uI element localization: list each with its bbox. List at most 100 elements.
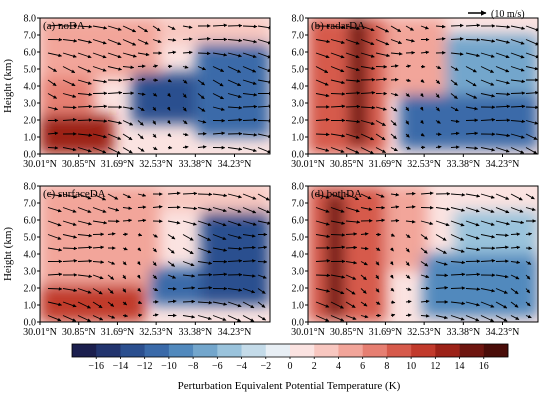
- wind-arrow: [510, 133, 525, 139]
- wind-arrow: [257, 52, 270, 59]
- y-tick-label: 3.0: [292, 99, 305, 110]
- wind-arrow: [525, 207, 536, 212]
- wind-arrow: [390, 52, 403, 56]
- wind-arrow: [152, 120, 157, 125]
- wind-arrow: [92, 147, 107, 154]
- wind-arrow: [345, 288, 356, 295]
- wind-arrow: [360, 66, 376, 71]
- wind-arrow: [315, 288, 331, 293]
- wind-arrow: [107, 90, 123, 95]
- wind-arrow: [525, 261, 532, 265]
- wind-arrow: [450, 119, 460, 124]
- wind-arrow: [167, 25, 176, 30]
- colorbar-tick-label: −6: [212, 361, 223, 372]
- y-tick-label: 1.0: [24, 301, 37, 312]
- wind-arrow: [197, 286, 213, 290]
- wind-arrow: [136, 274, 141, 279]
- wind-arrow: [227, 193, 242, 199]
- wind-arrow: [212, 66, 225, 72]
- wind-arrow: [182, 206, 198, 211]
- wind-arrow: [107, 120, 123, 125]
- wind-arrow: [212, 220, 227, 227]
- wind-arrow: [257, 39, 270, 45]
- wind-arrow: [465, 234, 480, 240]
- wind-arrow: [315, 66, 329, 74]
- wind-arrow: [525, 39, 538, 46]
- wind-arrow: [525, 133, 538, 140]
- y-tick-label: 8.0: [24, 182, 37, 193]
- wind-arrow: [152, 64, 159, 68]
- wind-arrow: [77, 233, 93, 238]
- wind-arrow: [62, 315, 77, 322]
- wind-arrow: [435, 24, 446, 29]
- y-axis-label-bottom: Height (km): [2, 227, 14, 281]
- wind-arrow: [77, 24, 93, 29]
- wind-arrow: [242, 52, 257, 59]
- wind-arrow: [360, 105, 376, 110]
- colorbar-swatch: [435, 344, 460, 357]
- wind-arrow: [435, 120, 441, 124]
- colorbar-swatch: [338, 344, 363, 357]
- wind-arrow: [525, 25, 538, 32]
- wind-arrow: [62, 220, 77, 226]
- wind-arrow: [495, 104, 511, 109]
- wind-arrow: [182, 286, 196, 290]
- wind-arrow: [92, 301, 103, 309]
- wind-arrow: [345, 147, 360, 154]
- wind-arrow: [167, 220, 181, 225]
- wind-arrow: [375, 288, 380, 293]
- wind-arrow: [420, 132, 425, 137]
- wind-arrow: [227, 38, 243, 43]
- wind-arrow: [242, 118, 258, 122]
- wind-arrow: [107, 133, 122, 140]
- wind-arrow: [62, 234, 78, 239]
- wind-arrow: [345, 274, 357, 280]
- wind-arrow: [450, 272, 466, 277]
- wind-arrow: [197, 36, 211, 41]
- x-tick-label: 30.01°N: [291, 327, 325, 338]
- wind-arrow: [212, 234, 227, 240]
- wind-arrow: [480, 117, 496, 122]
- wind-arrow: [390, 92, 399, 97]
- wind-arrow: [345, 245, 358, 250]
- y-tick-label: 8.0: [292, 182, 305, 193]
- wind-arrow: [257, 193, 270, 201]
- wind-arrow: [137, 313, 143, 318]
- wind-arrow: [495, 92, 511, 96]
- wind-arrow: [257, 288, 266, 294]
- x-tick-label: 33.38°N: [446, 159, 480, 170]
- y-tick-label: 4.0: [292, 82, 305, 93]
- x-tick-label: 30.85°N: [330, 159, 364, 170]
- x-tick-label: 32.53°N: [407, 159, 441, 170]
- wind-arrow: [390, 192, 400, 197]
- wind-arrow: [242, 288, 256, 294]
- colorbar-tick-label: 6: [360, 361, 365, 372]
- wind-arrow: [152, 92, 158, 97]
- colorbar-tick-label: −12: [137, 361, 153, 372]
- colorbar-tick-label: −16: [88, 361, 104, 372]
- wind-arrow: [107, 274, 115, 280]
- y-tick-label: 4.0: [292, 250, 305, 261]
- panel-label: (d) bothDA: [311, 188, 362, 200]
- reference-vector: (10 m/s): [468, 9, 525, 20]
- wind-arrow: [450, 247, 465, 253]
- colorbar-tick-label: 16: [479, 361, 489, 372]
- wind-arrow: [122, 133, 133, 141]
- wind-arrow: [137, 218, 147, 223]
- wind-arrow: [315, 132, 330, 137]
- wind-arrow: [495, 25, 511, 29]
- wind-arrow: [465, 193, 481, 198]
- y-tick-label: 3.0: [292, 267, 305, 278]
- wind-arrow: [480, 301, 495, 308]
- wind-arrow: [197, 247, 212, 254]
- y-tick-label: 4.0: [24, 82, 37, 93]
- wind-arrow: [510, 25, 526, 30]
- wind-arrow: [122, 193, 132, 199]
- wind-arrow: [107, 66, 122, 71]
- wind-arrow: [525, 232, 533, 236]
- wind-arrow: [242, 92, 258, 97]
- field-region: [308, 18, 386, 154]
- wind-arrow: [62, 52, 77, 58]
- colorbar-tick-label: 10: [406, 361, 416, 372]
- wind-arrow: [92, 25, 108, 30]
